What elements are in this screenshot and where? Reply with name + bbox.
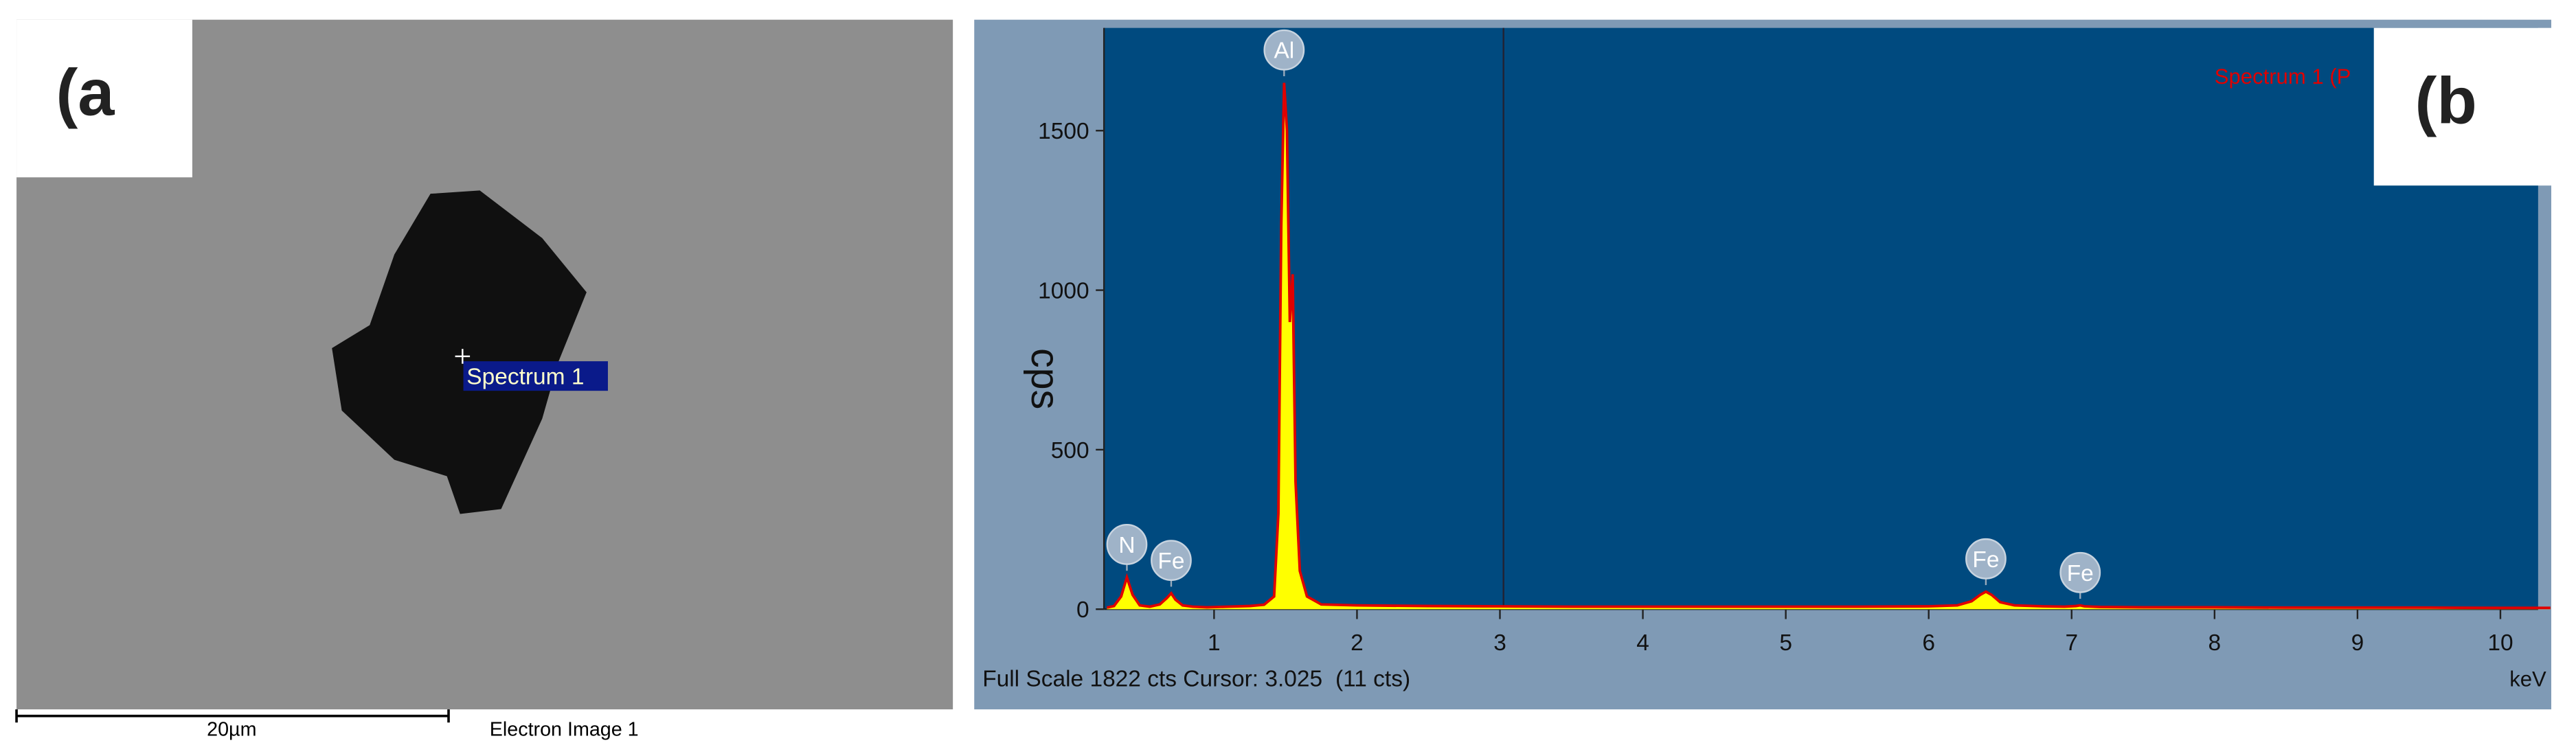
peak-label: N [1118,533,1135,558]
plot: 0 500 1000 1500 1 2 3 4 5 6 7 8 9 10 N Fe Al Fe Fe [1038,27,2551,656]
x-tick-label: 8 [2208,630,2222,656]
x-tick-label: 4 [1636,630,1649,656]
peak-badge [1965,538,2007,580]
x-tick-label: 9 [2351,630,2364,656]
crosshair [455,349,471,364]
y-tick-label: 1000 [1038,279,1089,304]
spectrum-tag: Spectrum 1 [466,365,584,390]
scale-label: 20µm [207,718,256,740]
tag-box [463,361,608,391]
legend-entry: Spectrum 1 (P [2215,65,2351,89]
x-tick-label: 3 [1493,630,1506,656]
spectrum-line [1106,82,2551,610]
label-box [16,19,192,178]
peak-label: Fe [1972,547,1999,573]
peak-label: Al [1274,38,1294,64]
y-tick-label: 500 [1051,438,1089,463]
footer-value: 3.025 [1265,667,1322,692]
y-axis-label: cps [1023,348,1067,409]
panel-label: (a [56,56,115,129]
x-tick-label: 10 [2487,630,2513,656]
peak-label: Fe [1157,549,1184,574]
x-unit: keV [2509,667,2546,691]
peak-badge [1106,524,1148,565]
y-tick-label: 0 [1076,597,1089,623]
scale-bar [15,709,450,723]
peak-badge [1151,540,1192,582]
panel-label: (b [2415,64,2477,137]
peak-badge [1263,29,1305,71]
x-tick-label: 7 [2065,630,2078,656]
footer: Full Scale 1822 cts Cursor: 3.025 (11 ct… [982,667,1410,692]
x-tick-label: 2 [1351,630,1364,656]
x-tick-label: 6 [1922,630,1935,656]
footer-value: 1822 [1089,667,1140,692]
particle [332,190,587,514]
x-tick-label: 5 [1779,630,1792,656]
peak-label: Fe [2067,561,2094,586]
x-tick-label: 1 [1208,630,1221,656]
plot-area [1104,27,2538,610]
caption: Electron Image 1 [490,718,639,740]
label-box [2373,27,2551,186]
footer-text: Full Scale [982,667,1083,692]
peak-badge [2059,551,2101,593]
footer-text: (11 cts) [1335,667,1410,692]
y-tick-label: 1500 [1038,119,1089,144]
footer-text: cts Cursor: [1147,667,1258,692]
